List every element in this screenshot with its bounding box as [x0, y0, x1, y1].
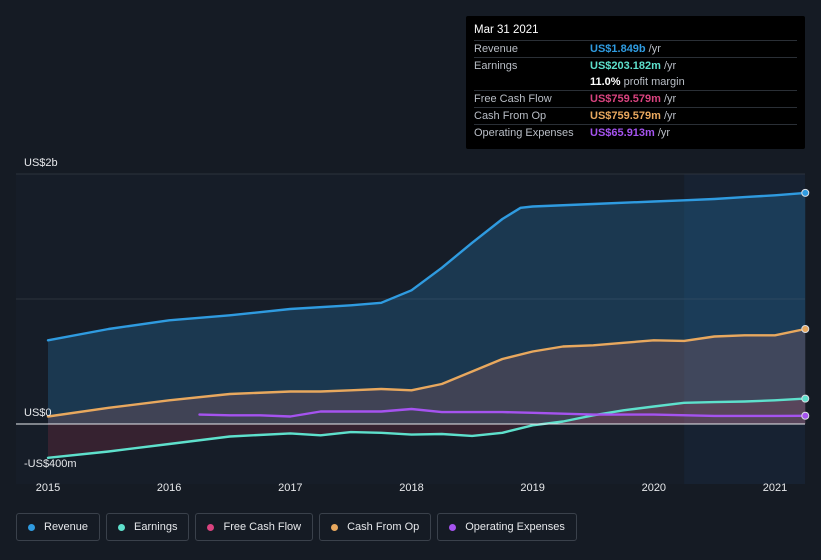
hover-tooltip: Mar 31 2021 Revenue US$1.849b /yr Earnin… — [466, 16, 805, 149]
y-axis-labels: US$2b US$0 -US$400m — [24, 157, 77, 470]
x-tick-label: 2020 — [642, 482, 666, 494]
legend-label: Earnings — [134, 521, 178, 533]
x-tick-label: 2017 — [278, 482, 302, 494]
plot-background — [16, 174, 805, 484]
series-end-point-revenue — [801, 188, 810, 197]
area-cash-from-op — [48, 329, 806, 424]
grid-lines — [16, 173, 805, 300]
x-tick-label: 2015 — [36, 482, 60, 494]
tooltip-row-earnings: Earnings US$203.182m /yr — [474, 57, 797, 74]
legend-dot-icon — [28, 523, 35, 531]
legend-item-operating-expenses[interactable]: Operating Expenses — [437, 513, 577, 541]
tooltip-unit: /yr — [657, 127, 671, 139]
legend-item-revenue[interactable]: Revenue — [16, 513, 101, 541]
tooltip-row-revenue: Revenue US$1.849b /yr — [474, 40, 797, 57]
x-tick-label: 2019 — [520, 482, 544, 494]
y-axis-label: -US$400m — [24, 458, 77, 470]
legend-dot-icon — [118, 523, 126, 531]
tooltip-unit: /yr — [663, 93, 677, 105]
legend-item-earnings[interactable]: Earnings — [106, 513, 190, 541]
series-end-point-cash-from-op — [801, 325, 810, 333]
tooltip-row-free-cash-flow: Free Cash Flow US$759.579m /yr — [474, 90, 797, 107]
tooltip-value: US$203.182m — [590, 60, 661, 72]
legend-dot-icon — [331, 523, 339, 531]
tooltip-row-margin: 11.0% profit margin — [474, 74, 797, 90]
series-line-cash-from-op — [46, 327, 807, 418]
legend-label: Revenue — [44, 521, 89, 533]
series-line-revenue — [46, 191, 807, 342]
legend-item-free-cash-flow[interactable]: Free Cash Flow — [195, 513, 314, 541]
chart-legend: Revenue Earnings Free Cash Flow Cash Fro… — [16, 513, 577, 541]
tooltip-label: Cash From Op — [474, 110, 547, 122]
tooltip-date: Mar 31 2021 — [474, 24, 539, 36]
tooltip-value: US$1.849b — [590, 43, 646, 55]
series-lines — [46, 191, 807, 459]
x-tick-label: 2021 — [763, 482, 787, 494]
tooltip-value: US$759.579m — [590, 93, 661, 105]
series-end-point-operating-expenses — [801, 411, 810, 420]
highlight-region — [684, 174, 805, 484]
legend-label: Operating Expenses — [465, 521, 565, 533]
tooltip-value: US$759.579m — [590, 110, 661, 122]
tooltip-margin-value: 11.0% — [590, 76, 621, 88]
tooltip-label: Free Cash Flow — [474, 93, 552, 105]
series-line-earnings — [46, 397, 807, 459]
tooltip-value: US$65.913m — [590, 127, 655, 139]
plot-area — [16, 174, 805, 484]
legend-item-cash-from-op[interactable]: Cash From Op — [319, 513, 432, 541]
tooltip-unit: /yr — [648, 43, 661, 55]
legend-label: Free Cash Flow — [223, 521, 302, 533]
y-axis-label: US$2b — [24, 157, 58, 169]
legend-label: Cash From Op — [347, 521, 420, 533]
tooltip-label: Operating Expenses — [474, 127, 574, 139]
area-revenue — [48, 192, 806, 424]
tooltip-margin-label: profit margin — [623, 76, 685, 88]
tooltip-row-cash-from-op: Cash From Op US$759.579m /yr — [474, 107, 797, 124]
tooltip-label: Revenue — [474, 43, 519, 55]
series-line-operating-expenses — [198, 407, 807, 418]
y-axis-label: US$0 — [24, 407, 52, 419]
series-layer — [16, 188, 810, 459]
tooltip-unit: /yr — [663, 60, 677, 72]
legend-dot-icon — [449, 523, 457, 531]
legend-dot-icon — [207, 523, 215, 531]
x-tick-label: 2018 — [399, 482, 423, 494]
series-end-point-earnings — [801, 394, 810, 403]
x-tick-label: 2016 — [157, 482, 181, 494]
tooltip-unit: /yr — [663, 110, 677, 122]
x-axis-labels: 2015 2016 2017 2018 2019 2020 2021 — [36, 482, 787, 494]
series-end-dots — [801, 188, 810, 420]
tooltip-label: Earnings — [474, 60, 518, 72]
tooltip-row-operating-expenses: Operating Expenses US$65.913m /yr — [474, 124, 797, 141]
